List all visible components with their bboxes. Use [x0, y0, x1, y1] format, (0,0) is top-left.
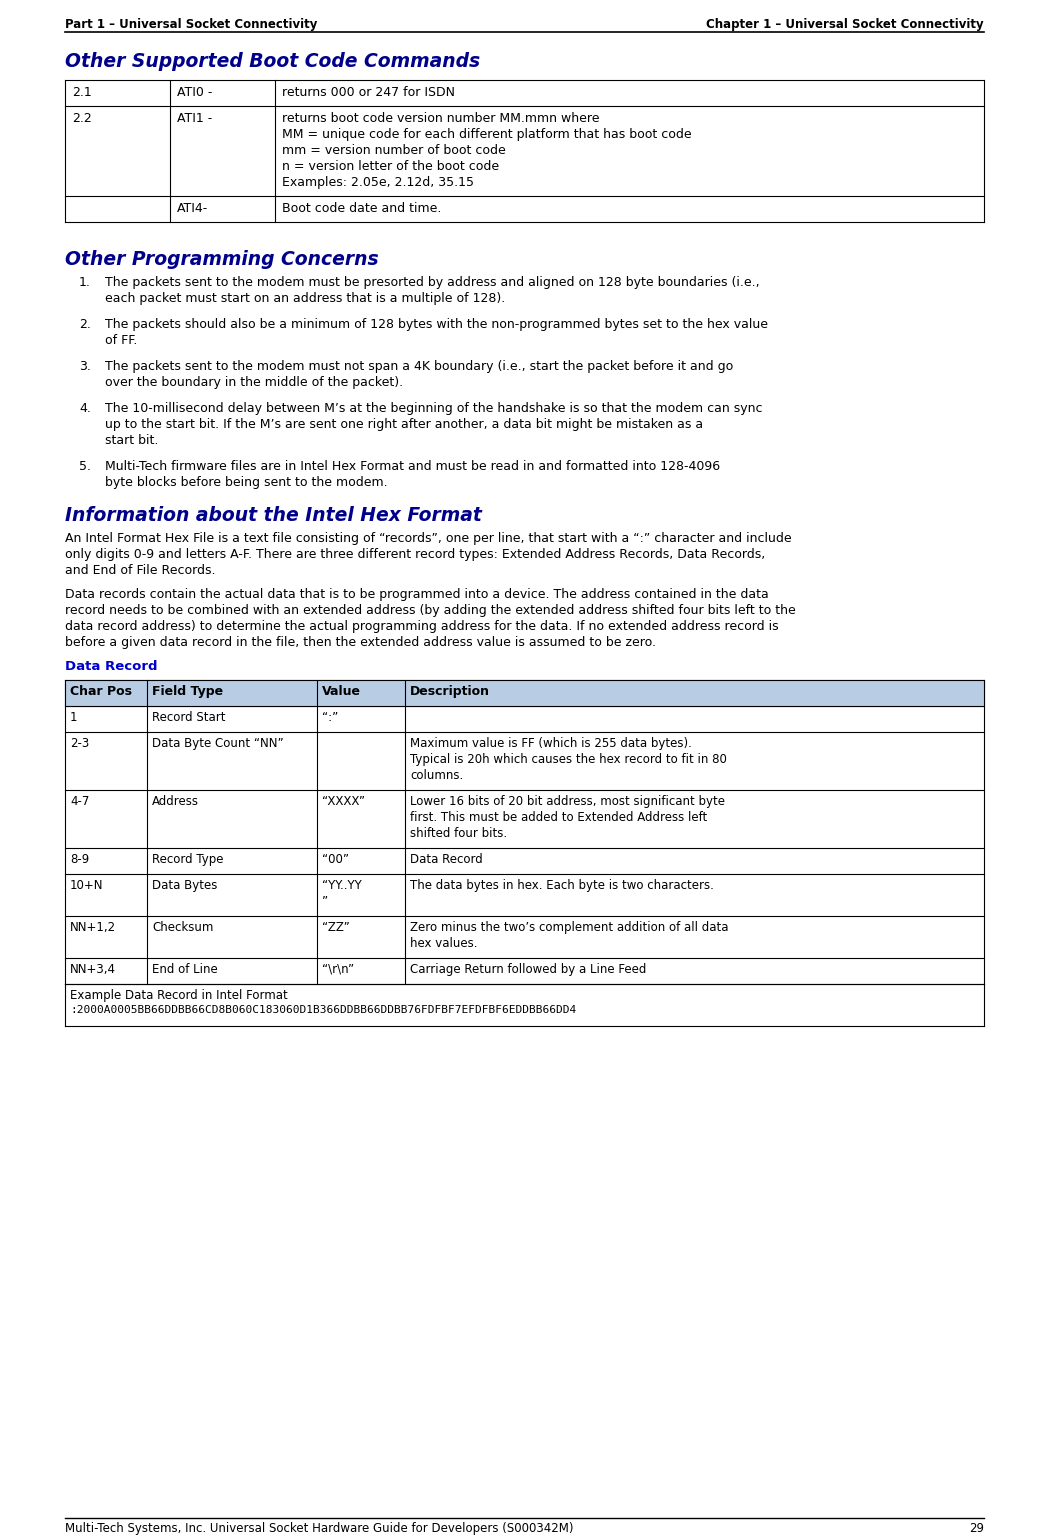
Text: Other Programming Concerns: Other Programming Concerns — [65, 249, 379, 270]
Text: Char Pos: Char Pos — [70, 685, 132, 698]
Bar — [65, 681, 984, 705]
Text: “\r\n”: “\r\n” — [322, 962, 355, 976]
Text: 2.: 2. — [79, 317, 91, 331]
Text: Chapter 1 – Universal Socket Connectivity: Chapter 1 – Universal Socket Connectivit… — [706, 18, 984, 31]
Text: 10+N: 10+N — [70, 879, 104, 892]
Text: start bit.: start bit. — [105, 434, 158, 447]
Text: before a given data record in the file, then the extended address value is assum: before a given data record in the file, … — [65, 636, 656, 648]
Text: n = version letter of the boot code: n = version letter of the boot code — [282, 160, 499, 172]
Text: Description: Description — [410, 685, 490, 698]
Text: Boot code date and time.: Boot code date and time. — [282, 202, 442, 216]
Text: “:”: “:” — [322, 711, 338, 724]
Text: Zero minus the two’s complement addition of all data: Zero minus the two’s complement addition… — [410, 921, 728, 933]
Text: first. This must be added to Extended Address left: first. This must be added to Extended Ad… — [410, 812, 707, 824]
Text: Lower 16 bits of 20 bit address, most significant byte: Lower 16 bits of 20 bit address, most si… — [410, 795, 725, 808]
Text: Other Supported Boot Code Commands: Other Supported Boot Code Commands — [65, 52, 480, 71]
Text: ATI4-: ATI4- — [177, 202, 209, 216]
Text: 8-9: 8-9 — [70, 853, 89, 865]
Text: ATI1 -: ATI1 - — [177, 112, 212, 125]
Text: The packets sent to the modem must not span a 4K boundary (i.e., start the packe: The packets sent to the modem must not s… — [105, 360, 733, 373]
Text: Data Record: Data Record — [65, 661, 157, 673]
Text: Data Record: Data Record — [410, 853, 483, 865]
Text: End of Line: End of Line — [152, 962, 218, 976]
Text: Information about the Intel Hex Format: Information about the Intel Hex Format — [65, 507, 481, 525]
Text: An Intel Format Hex File is a text file consisting of “records”, one per line, t: An Intel Format Hex File is a text file … — [65, 531, 792, 545]
Text: :2000A0005BB66DDBB66CD8B060C183060D1B366DDBB66DDBB76FDFBF7EFDFBF6EDDBB66DD4: :2000A0005BB66DDBB66CD8B060C183060D1B366… — [70, 1006, 576, 1015]
Text: Carriage Return followed by a Line Feed: Carriage Return followed by a Line Feed — [410, 962, 646, 976]
Text: “ZZ”: “ZZ” — [322, 921, 349, 933]
Text: Data records contain the actual data that is to be programmed into a device. The: Data records contain the actual data tha… — [65, 588, 769, 601]
Text: 1.: 1. — [79, 276, 91, 290]
Text: Record Type: Record Type — [152, 853, 223, 865]
Text: Multi-Tech firmware files are in Intel Hex Format and must be read in and format: Multi-Tech firmware files are in Intel H… — [105, 460, 720, 473]
Text: 4.: 4. — [79, 402, 91, 414]
Text: 4-7: 4-7 — [70, 795, 89, 808]
Text: record needs to be combined with an extended address (by adding the extended add: record needs to be combined with an exte… — [65, 604, 796, 618]
Text: Data Byte Count “NN”: Data Byte Count “NN” — [152, 738, 283, 750]
Text: mm = version number of boot code: mm = version number of boot code — [282, 145, 506, 157]
Text: returns 000 or 247 for ISDN: returns 000 or 247 for ISDN — [282, 86, 455, 99]
Text: columns.: columns. — [410, 768, 464, 782]
Text: ”: ” — [322, 895, 328, 909]
Text: 2.2: 2.2 — [72, 112, 91, 125]
Text: 2-3: 2-3 — [70, 738, 89, 750]
Text: of FF.: of FF. — [105, 334, 137, 346]
Text: NN+3,4: NN+3,4 — [70, 962, 116, 976]
Text: 3.: 3. — [79, 360, 91, 373]
Text: over the boundary in the middle of the packet).: over the boundary in the middle of the p… — [105, 376, 403, 390]
Text: Typical is 20h which causes the hex record to fit in 80: Typical is 20h which causes the hex reco… — [410, 753, 727, 765]
Text: and End of File Records.: and End of File Records. — [65, 564, 215, 578]
Text: NN+1,2: NN+1,2 — [70, 921, 116, 933]
Text: 2.1: 2.1 — [72, 86, 91, 99]
Text: 1: 1 — [70, 711, 78, 724]
Text: “YY..YY: “YY..YY — [322, 879, 362, 892]
Text: data record address) to determine the actual programming address for the data. I: data record address) to determine the ac… — [65, 621, 778, 633]
Text: Part 1 – Universal Socket Connectivity: Part 1 – Universal Socket Connectivity — [65, 18, 318, 31]
Text: only digits 0-9 and letters A-F. There are three different record types: Extende: only digits 0-9 and letters A-F. There a… — [65, 548, 766, 561]
Text: Examples: 2.05e, 2.12d, 35.15: Examples: 2.05e, 2.12d, 35.15 — [282, 176, 474, 189]
Text: each packet must start on an address that is a multiple of 128).: each packet must start on an address tha… — [105, 293, 506, 305]
Text: up to the start bit. If the M’s are sent one right after another, a data bit mig: up to the start bit. If the M’s are sent… — [105, 417, 703, 431]
Text: returns boot code version number MM.mmn where: returns boot code version number MM.mmn … — [282, 112, 599, 125]
Text: Maximum value is FF (which is 255 data bytes).: Maximum value is FF (which is 255 data b… — [410, 738, 692, 750]
Text: Field Type: Field Type — [152, 685, 223, 698]
Text: Data Bytes: Data Bytes — [152, 879, 217, 892]
Text: byte blocks before being sent to the modem.: byte blocks before being sent to the mod… — [105, 476, 388, 490]
Text: The packets should also be a minimum of 128 bytes with the non-programmed bytes : The packets should also be a minimum of … — [105, 317, 768, 331]
Text: “XXXX”: “XXXX” — [322, 795, 365, 808]
Text: shifted four bits.: shifted four bits. — [410, 827, 507, 839]
Text: 29: 29 — [969, 1522, 984, 1535]
Text: Record Start: Record Start — [152, 711, 226, 724]
Text: MM = unique code for each different platform that has boot code: MM = unique code for each different plat… — [282, 128, 691, 142]
Text: Checksum: Checksum — [152, 921, 213, 933]
Text: The 10-millisecond delay between M’s at the beginning of the handshake is so tha: The 10-millisecond delay between M’s at … — [105, 402, 763, 414]
Text: Address: Address — [152, 795, 199, 808]
Text: Multi-Tech Systems, Inc. Universal Socket Hardware Guide for Developers (S000342: Multi-Tech Systems, Inc. Universal Socke… — [65, 1522, 574, 1535]
Text: The data bytes in hex. Each byte is two characters.: The data bytes in hex. Each byte is two … — [410, 879, 714, 892]
Text: Example Data Record in Intel Format: Example Data Record in Intel Format — [70, 989, 287, 1003]
Text: The packets sent to the modem must be presorted by address and aligned on 128 by: The packets sent to the modem must be pr… — [105, 276, 759, 290]
Text: Value: Value — [322, 685, 361, 698]
Text: “00”: “00” — [322, 853, 349, 865]
Text: ATI0 -: ATI0 - — [177, 86, 212, 99]
Text: 5.: 5. — [79, 460, 91, 473]
Text: hex values.: hex values. — [410, 936, 477, 950]
